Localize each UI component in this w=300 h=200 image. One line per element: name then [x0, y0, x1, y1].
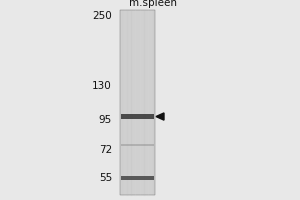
Bar	[120, 10, 155, 195]
Text: 250: 250	[92, 11, 112, 21]
Polygon shape	[156, 113, 164, 120]
Text: m.spleen: m.spleen	[128, 0, 176, 8]
Text: 72: 72	[99, 145, 112, 155]
Bar	[121, 114, 154, 119]
Text: 55: 55	[99, 173, 112, 183]
Text: 130: 130	[92, 81, 112, 91]
Bar	[121, 176, 154, 180]
Text: 95: 95	[99, 115, 112, 125]
Bar	[121, 144, 154, 146]
